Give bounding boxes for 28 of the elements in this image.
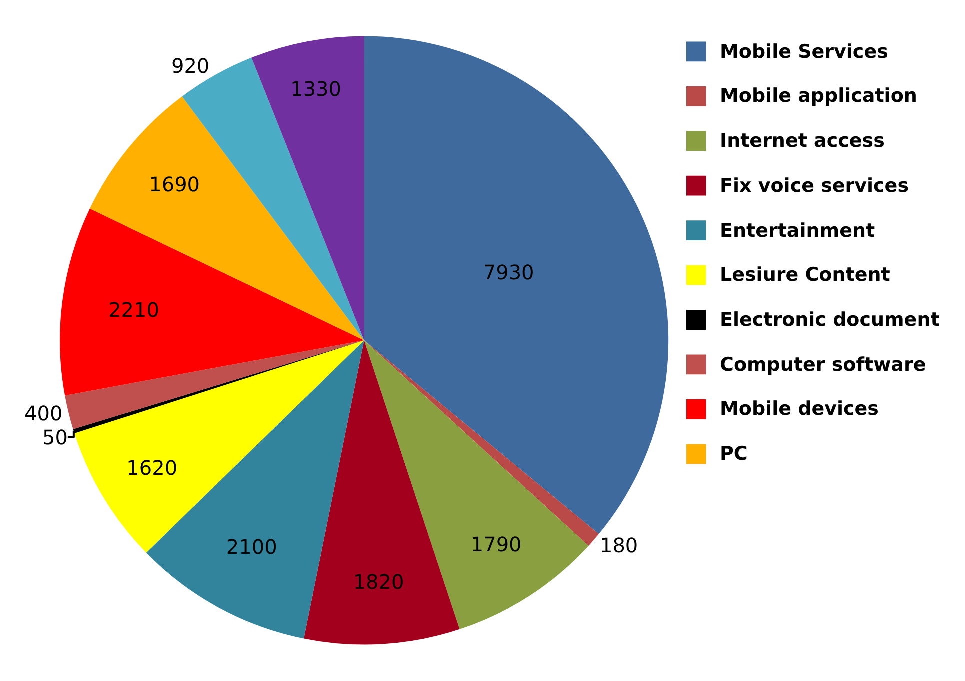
legend-label: PC	[720, 443, 748, 465]
data-label: 1330	[290, 77, 342, 102]
legend-label: Mobile Services	[720, 41, 888, 63]
data-label: 180	[600, 533, 638, 558]
data-label: 50	[42, 425, 68, 450]
pie-slice	[90, 96, 364, 340]
legend-label: Entertainment	[720, 220, 876, 242]
data-label: 1820	[353, 570, 404, 594]
data-label: 2210	[108, 298, 160, 322]
data-label: 2100	[226, 534, 278, 559]
legend-label: Mobile application	[720, 85, 918, 107]
data-label: 1790	[470, 532, 522, 556]
data-label: 1620	[126, 456, 178, 480]
pie-slice	[60, 208, 364, 396]
data-label: 1690	[149, 172, 200, 196]
pie-slice	[74, 340, 364, 553]
pie-slice	[364, 36, 668, 534]
legend-label: Mobile devices	[720, 398, 879, 420]
legend-label: Lesiure Content	[720, 264, 890, 286]
pie-slice	[252, 36, 364, 340]
data-label: 920	[171, 54, 210, 78]
pie-slice	[304, 340, 460, 644]
legend-label: Fix voice services	[720, 175, 909, 197]
data-label: 400	[24, 401, 63, 426]
legend-label: Computer software	[720, 354, 926, 376]
legend-label: Electronic document	[720, 309, 940, 331]
legend-label: Internet access	[720, 130, 885, 152]
data-label: 7930	[483, 260, 534, 284]
